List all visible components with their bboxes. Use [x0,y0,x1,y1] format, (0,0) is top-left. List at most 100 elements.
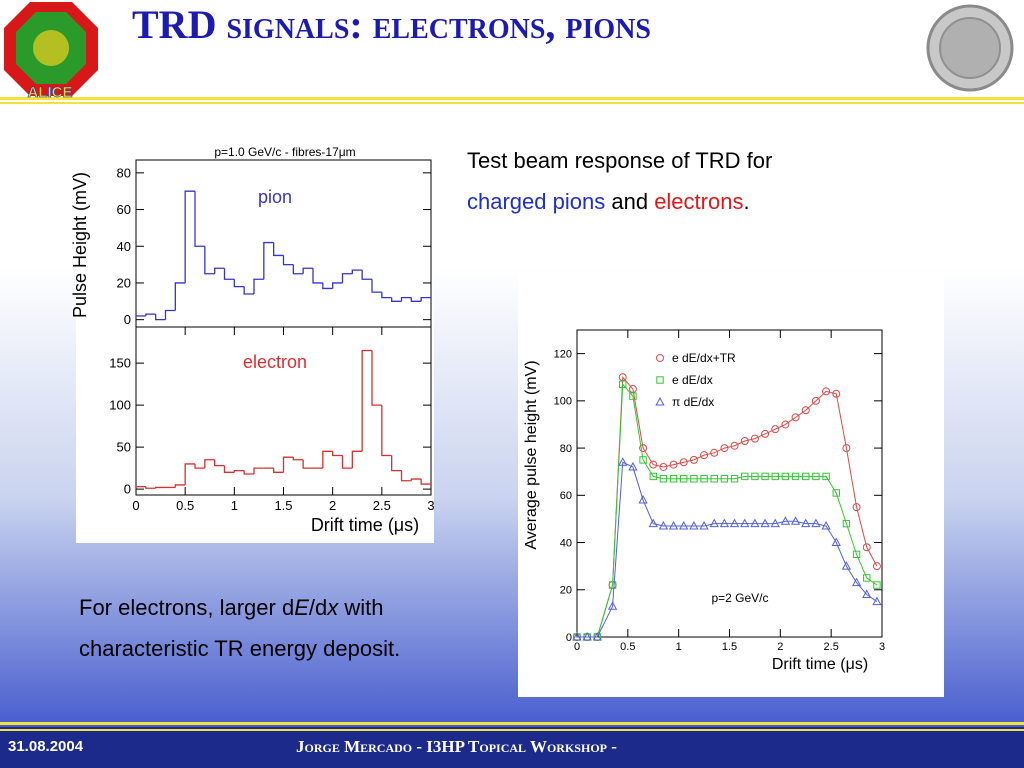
x-tick-label: 1 [676,641,682,653]
point [700,451,709,460]
series-line [577,375,878,638]
histogram-bin [233,469,245,473]
point [720,475,729,483]
alice-logo [33,30,69,66]
point [841,561,852,570]
point [822,472,830,481]
point [770,518,780,528]
point [781,420,790,429]
histogram-bin [253,278,264,294]
y-axis-label: Average pulse height (mV) [523,360,540,549]
point [812,472,820,481]
point [863,574,871,582]
point [710,475,718,483]
point [740,436,749,445]
point [730,441,739,450]
histogram-bin [194,191,205,247]
point [760,518,770,528]
point [790,516,801,525]
y-tick-label: 80 [117,165,131,180]
legend-label: e dE/dx+TR [672,351,736,365]
point [649,460,658,469]
histogram-bin [341,455,353,469]
point [832,489,840,497]
y-tick-label: 60 [117,202,131,217]
histogram-bin [253,467,264,474]
histogram-bin [273,242,284,257]
footer-rule [0,729,1024,731]
note-text: For electrons, larger dE/dx with charact… [79,587,509,669]
point [658,520,669,530]
y-tick-label: 40 [560,537,572,549]
histogram-bin [322,282,333,290]
y-tick-label: 20 [117,276,131,291]
point [639,444,648,453]
intro-text: Test beam response of TRD for charged pio… [467,140,887,222]
x-axis-label: Drift time (μs) [772,656,868,673]
point [656,376,664,384]
point [619,380,627,389]
point [862,543,871,552]
point [771,472,779,481]
x-tick-label: 0 [132,498,139,513]
histogram-bin [351,269,363,274]
point [689,455,698,464]
histogram-bin [223,465,235,473]
histogram-bin [391,455,402,472]
histogram-bin [312,268,323,284]
histogram-bin [381,405,392,457]
x-tick-label: 3 [879,641,885,653]
point [729,518,740,528]
histogram-bin [174,484,186,488]
university-seal [939,17,1001,79]
legend-label: π dE/dx [672,395,714,409]
x-tick-label: 2.5 [824,641,839,653]
point [720,444,729,453]
histogram-bin [145,486,156,489]
histogram-bin [361,270,372,280]
point [700,475,708,483]
x-tick-label: 1.5 [722,641,737,653]
point [669,475,678,483]
y-tick-label: 100 [109,398,131,413]
point [648,518,658,528]
histogram-bin [184,190,195,283]
point [811,396,820,405]
point [842,519,851,528]
text: /d [308,595,328,620]
histogram-bin [400,296,412,302]
point [659,462,668,471]
text: electrons [654,189,744,214]
point [710,448,719,457]
point [791,413,800,422]
histogram-bin [273,468,284,473]
point [690,475,698,483]
y-tick-label: 20 [560,585,572,597]
legend-label: e dE/dx [672,373,713,387]
x-tick-label: 2.5 [373,498,391,513]
histogram-bin [164,309,176,320]
point [669,460,678,469]
point [771,425,780,434]
chart-title: p=1.0 GeV/c - fibres-17μm [214,145,355,159]
point [791,472,800,481]
point [572,631,582,641]
text: Test beam response of TRD for [467,148,773,173]
y-tick-label: 50 [117,440,131,455]
histogram-bin [361,349,372,452]
histogram-bin [400,470,412,482]
point [821,520,831,530]
histogram-bin [302,267,313,274]
point [822,387,831,396]
point [802,472,810,481]
point [608,581,617,589]
histogram-bin [341,273,353,283]
point [679,458,688,467]
histogram-bin [292,264,304,275]
histogram-bin [223,268,235,280]
point [582,631,592,641]
text: with characteristic TR energy deposit. [79,595,401,661]
point [709,518,719,528]
histogram-bin [302,459,313,469]
